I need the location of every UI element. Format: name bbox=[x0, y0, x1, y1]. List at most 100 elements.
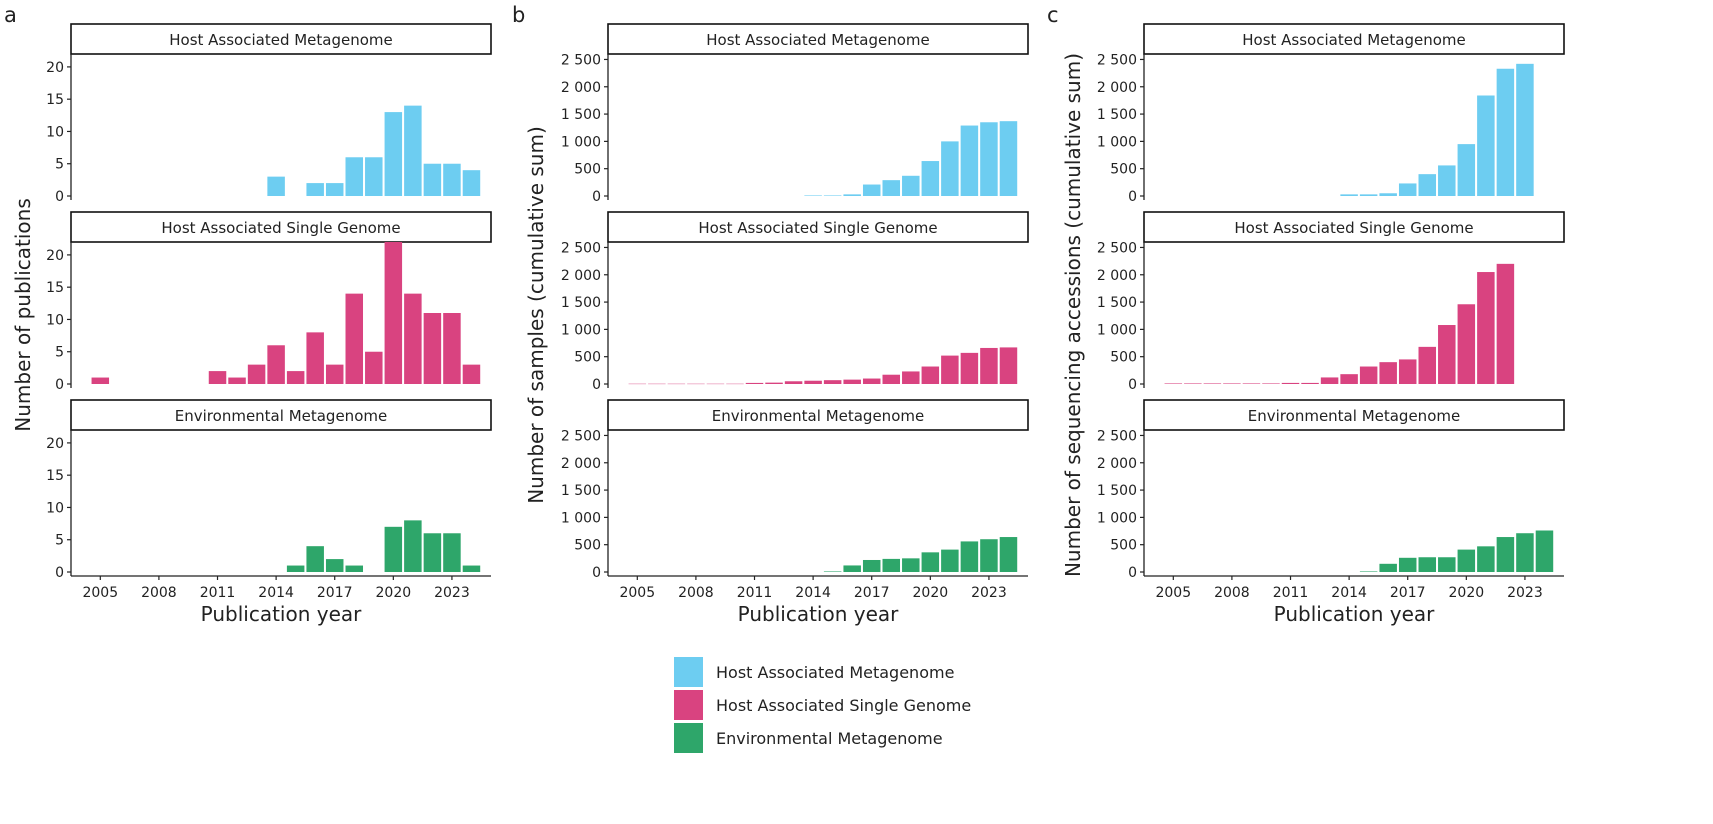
bar bbox=[1418, 557, 1437, 572]
y-tick-label: 1 000 bbox=[561, 510, 601, 526]
bar bbox=[267, 345, 285, 384]
bar bbox=[1516, 533, 1534, 572]
bar bbox=[1223, 383, 1241, 384]
bar bbox=[247, 364, 266, 384]
bar bbox=[267, 176, 285, 196]
panel-letter: b bbox=[512, 3, 525, 27]
x-tick-label: 2005 bbox=[619, 585, 655, 601]
y-tick-label: 500 bbox=[1110, 538, 1137, 554]
x-tick-label: 2023 bbox=[1507, 585, 1543, 601]
facet-1: Host Associated Metagenome 0 500 1 000 1 500… bbox=[561, 23, 1029, 205]
bar bbox=[1496, 263, 1515, 384]
bar bbox=[1398, 557, 1417, 572]
facet-strip bbox=[70, 23, 492, 55]
bar bbox=[902, 371, 920, 384]
y-tick-label: 2 500 bbox=[561, 240, 601, 256]
y-tick-label: 2 000 bbox=[1097, 80, 1137, 96]
facet-strip-label: Environmental Metagenome bbox=[175, 407, 387, 425]
facet-strip bbox=[1143, 23, 1565, 55]
bar bbox=[404, 293, 422, 384]
x-tick-label: 2017 bbox=[854, 585, 890, 601]
bar bbox=[384, 242, 403, 384]
bar bbox=[882, 180, 901, 196]
bar bbox=[980, 539, 998, 572]
bar bbox=[882, 558, 901, 572]
y-tick-label: 0 bbox=[592, 565, 601, 581]
bar bbox=[1359, 571, 1378, 572]
x-tick-label: 2020 bbox=[1449, 585, 1485, 601]
legend-item: Environmental Metagenome bbox=[674, 723, 943, 753]
facet-strip bbox=[1143, 399, 1565, 431]
y-tick-label: 2 000 bbox=[561, 456, 601, 472]
bar bbox=[921, 366, 940, 384]
legend-item: Host Associated Single Genome bbox=[674, 690, 971, 720]
bar bbox=[902, 558, 920, 572]
x-tick-label: 2011 bbox=[200, 585, 236, 601]
bar bbox=[423, 313, 442, 384]
y-tick-label: 2 000 bbox=[561, 80, 601, 96]
x-tick-label: 2014 bbox=[795, 585, 831, 601]
y-tick-label: 5 bbox=[55, 157, 64, 173]
bar bbox=[862, 184, 881, 196]
y-tick-label: 15 bbox=[46, 92, 64, 108]
bar bbox=[325, 364, 344, 384]
bar bbox=[404, 520, 422, 572]
bar bbox=[1418, 174, 1437, 196]
y-tick-label: 5 bbox=[55, 533, 64, 549]
bar bbox=[1516, 63, 1534, 197]
bar bbox=[345, 157, 364, 196]
bar bbox=[1398, 183, 1417, 196]
facet-strip-label: Host Associated Metagenome bbox=[706, 31, 930, 49]
bar bbox=[1184, 383, 1202, 384]
facet-3: Environmental Metagenome 0 500 1 000 1 500 2 … bbox=[561, 399, 1029, 581]
y-tick-label: 1 000 bbox=[1097, 322, 1137, 338]
facet-strip bbox=[607, 211, 1029, 243]
x-tick-label: 2014 bbox=[1331, 585, 1367, 601]
legend-swatch bbox=[674, 657, 703, 687]
bar bbox=[1496, 537, 1515, 572]
facet-3: Environmental Metagenome 0 5 10 15 20 bbox=[46, 399, 492, 581]
legend-label: Host Associated Metagenome bbox=[716, 663, 954, 682]
bar bbox=[306, 546, 324, 572]
y-tick-label: 1 000 bbox=[1097, 134, 1137, 150]
bar bbox=[941, 549, 959, 572]
bar bbox=[1340, 194, 1358, 196]
y-tick-label: 10 bbox=[46, 500, 64, 516]
facet-1: Host Associated Metagenome 0 500 1 000 1 500… bbox=[1097, 23, 1565, 205]
facet-3: Environmental Metagenome 0 500 1 000 1 500 2 … bbox=[1097, 399, 1565, 581]
bar bbox=[1359, 366, 1378, 384]
y-axis-label: Number of samples (cumulative sum) bbox=[524, 126, 548, 504]
bar bbox=[1398, 359, 1417, 384]
y-tick-label: 2 500 bbox=[1097, 52, 1137, 68]
bar bbox=[423, 533, 442, 572]
legend-swatch bbox=[674, 723, 703, 753]
bar bbox=[960, 125, 979, 196]
x-axis-label: Publication year bbox=[201, 602, 363, 626]
y-tick-label: 0 bbox=[55, 377, 64, 393]
x-tick-label: 2020 bbox=[913, 585, 949, 601]
bar bbox=[1418, 346, 1437, 384]
bar bbox=[1477, 95, 1495, 196]
bar bbox=[960, 541, 979, 572]
x-tick-label: 2005 bbox=[82, 585, 118, 601]
facet-strip bbox=[70, 211, 492, 243]
facet-2: Host Associated Single Genome 0 5 10 15 20 bbox=[46, 211, 492, 393]
y-tick-label: 20 bbox=[46, 436, 64, 452]
y-tick-label: 15 bbox=[46, 468, 64, 484]
y-tick-label: 0 bbox=[1128, 377, 1137, 393]
facet-strip bbox=[70, 399, 492, 431]
bar bbox=[843, 565, 861, 572]
y-tick-label: 2 500 bbox=[561, 428, 601, 444]
bar bbox=[1477, 272, 1495, 384]
panel-b: b Host Associated Metagenome 0 500 1 000 1 50… bbox=[512, 3, 1029, 626]
bar bbox=[1320, 377, 1339, 384]
facet-strip bbox=[607, 23, 1029, 55]
bar bbox=[1301, 382, 1319, 384]
bar bbox=[443, 533, 461, 572]
bar bbox=[91, 377, 110, 384]
bar bbox=[384, 526, 403, 572]
facet-strip bbox=[1143, 211, 1565, 243]
bar bbox=[1477, 546, 1495, 572]
legend-swatch bbox=[674, 690, 703, 720]
